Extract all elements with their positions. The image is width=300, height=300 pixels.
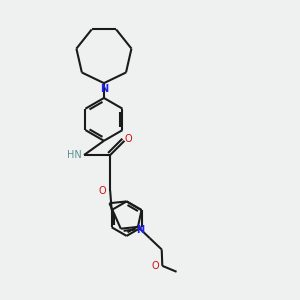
Text: N: N: [136, 226, 144, 236]
Text: N: N: [100, 84, 108, 94]
Text: HN: HN: [68, 150, 82, 160]
Text: O: O: [151, 261, 159, 271]
Text: O: O: [124, 134, 132, 144]
Text: O: O: [98, 186, 106, 196]
